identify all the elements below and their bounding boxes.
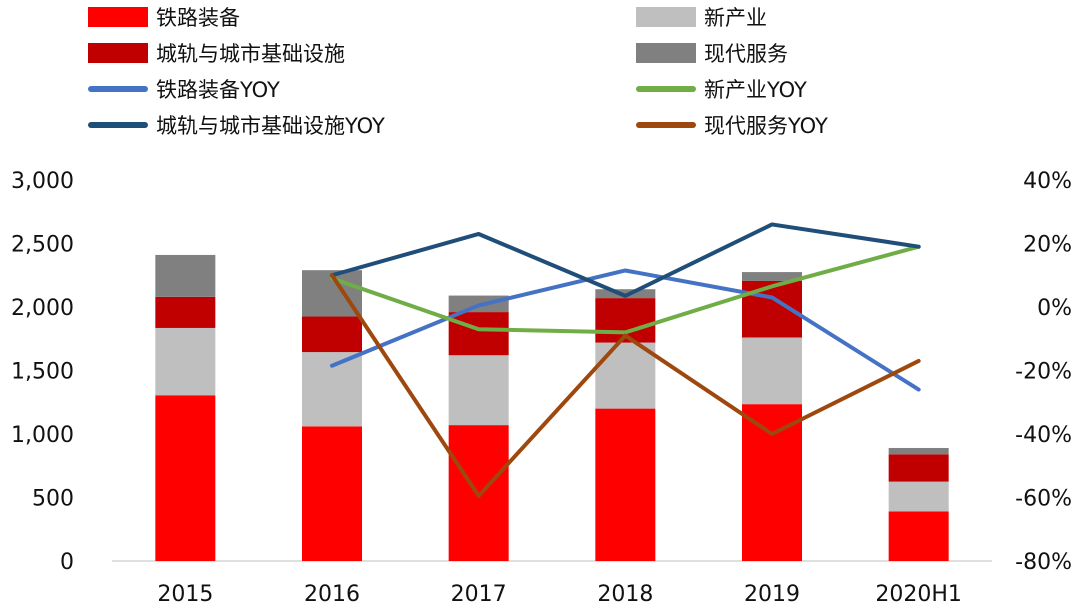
y-right-tick-label: -60% xyxy=(1015,487,1072,512)
bar-segment xyxy=(888,447,949,455)
x-tick-label: 2016 xyxy=(304,582,360,607)
bar-segment xyxy=(302,426,362,561)
bar-segment xyxy=(155,327,216,396)
y-left-tick-label: 1,500 xyxy=(11,360,74,385)
bar-segment xyxy=(302,316,362,353)
legend-item-new-industry-yoy: 新产业YOY xyxy=(636,77,807,102)
legend-label: 城轨与城市基础设施YOY xyxy=(156,114,385,138)
bar-segment xyxy=(155,296,216,328)
legend-label: 铁路装备YOY xyxy=(156,78,280,102)
y-right-tick-label: -40% xyxy=(1015,423,1072,448)
y-right-tick-label: 0% xyxy=(1037,296,1072,321)
bar-segment xyxy=(448,312,509,356)
legend-line xyxy=(88,122,148,128)
y-left-tick-label: 3,000 xyxy=(11,169,74,194)
legend-swatch xyxy=(636,7,696,27)
legend-label: 现代服务YOY xyxy=(704,114,828,138)
legend-line xyxy=(636,122,696,128)
legend-label: 现代服务 xyxy=(704,42,788,66)
legend-line xyxy=(88,86,148,92)
series-line xyxy=(330,273,921,498)
legend-label: 铁路装备 xyxy=(156,6,240,30)
legend-label: 新产业 xyxy=(704,6,767,30)
legend-item-urban-rail: 城轨与城市基础设施 xyxy=(88,41,345,66)
legend-line xyxy=(636,86,696,92)
legend-item-modern-services-yoy: 现代服务YOY xyxy=(636,113,828,138)
y-right-tick-label: -80% xyxy=(1015,550,1072,575)
legend-label: 城轨与城市基础设施 xyxy=(156,42,345,66)
series-line xyxy=(330,222,921,298)
x-tick-label: 2020H1 xyxy=(875,582,962,607)
y-right-tick-label: -20% xyxy=(1015,360,1072,385)
legend-swatch xyxy=(88,43,148,63)
legend-item-urban-rail-yoy: 城轨与城市基础设施YOY xyxy=(88,113,385,138)
series-line xyxy=(330,268,921,392)
legend-item-rail-equipment: 铁路装备 xyxy=(88,5,240,30)
y-right-tick-label: 20% xyxy=(1023,233,1072,258)
legend-item-rail-equipment-yoy: 铁路装备YOY xyxy=(88,77,280,102)
bar-segment xyxy=(595,408,656,561)
bar-segment xyxy=(742,337,802,405)
series-line xyxy=(330,244,921,335)
legend-label: 新产业YOY xyxy=(704,78,807,102)
y-left-tick-label: 0 xyxy=(60,550,74,575)
x-tick-label: 2019 xyxy=(744,582,800,607)
y-left-tick-label: 2,000 xyxy=(11,296,74,321)
legend-item-new-industry: 新产业 xyxy=(636,5,767,30)
legend-swatch xyxy=(88,7,148,27)
y-left-tick-label: 2,500 xyxy=(11,233,74,258)
bar-segment xyxy=(595,342,656,409)
bar-segment xyxy=(742,272,802,281)
bar-segment xyxy=(155,395,216,561)
bar-segment xyxy=(888,454,949,482)
bar-segment xyxy=(742,404,802,561)
x-tick-label: 2015 xyxy=(157,582,213,607)
x-tick-label: 2017 xyxy=(451,582,507,607)
bar-segment xyxy=(448,355,509,426)
y-right-tick-label: 40% xyxy=(1023,169,1072,194)
bar-segment xyxy=(888,511,949,561)
bar-segment xyxy=(155,254,216,297)
bar-segment xyxy=(888,481,949,512)
bar-segment xyxy=(302,352,362,427)
y-left-tick-label: 500 xyxy=(32,487,74,512)
legend-item-modern-services: 现代服务 xyxy=(636,41,788,66)
x-tick-label: 2018 xyxy=(597,582,653,607)
legend-swatch xyxy=(636,43,696,63)
y-left-tick-label: 1,000 xyxy=(11,423,74,448)
